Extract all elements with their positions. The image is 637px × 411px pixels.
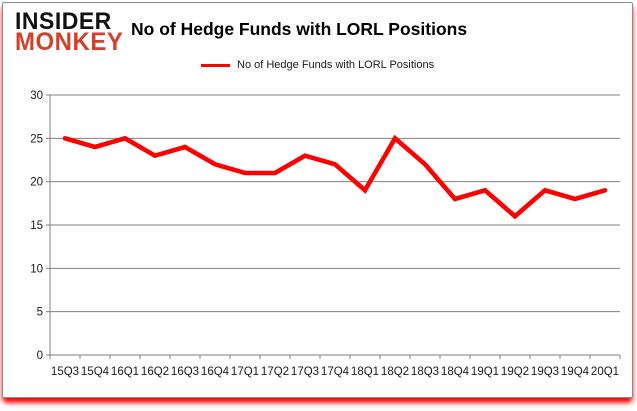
legend: No of Hedge Funds with LORL Positions	[201, 59, 434, 71]
y-axis-tick-label: 0	[37, 350, 43, 362]
x-axis-tick-label: 16Q1	[111, 366, 139, 378]
x-axis-tick-label: 19Q2	[501, 366, 529, 378]
logo-text-insider: INSIDER	[15, 6, 112, 35]
x-axis-tick-label: 18Q1	[351, 366, 379, 378]
y-axis-tick-label: 15	[30, 220, 43, 232]
x-axis-tick-label: 17Q2	[261, 366, 289, 378]
chart-title: No of Hedge Funds with LORL Positions	[131, 19, 468, 39]
x-axis-tick-label: 16Q2	[141, 366, 169, 378]
x-axis-tick-label: 19Q4	[561, 366, 590, 378]
x-axis-tick-label: 18Q2	[381, 366, 409, 378]
x-axis-tick-label: 18Q3	[411, 366, 439, 378]
x-axis-tick-label: 19Q3	[531, 366, 559, 378]
legend-line-swatch	[201, 63, 230, 67]
x-axis-tick-label: 18Q4	[441, 366, 470, 378]
chart-card: INSIDER MONKEY No of Hedge Funds with LO…	[2, 2, 633, 398]
y-axis-tick-label: 30	[30, 90, 43, 102]
x-axis-tick-label: 19Q1	[471, 366, 499, 378]
y-axis-tick-label: 25	[30, 133, 43, 145]
data-series-line	[62, 134, 608, 220]
line-chart: 0 5 10 15 20 25 30 15Q3 15Q4 16Q1 16Q2 16Q3 16Q4 17Q1…	[30, 90, 621, 378]
x-axis-tick-label: 15Q4	[81, 366, 110, 378]
x-axis-tick-label: 16Q3	[171, 366, 199, 378]
insider-monkey-logo: INSIDER MONKEY	[15, 6, 124, 57]
y-axis-tick-label: 10	[30, 263, 43, 275]
x-axis-tick-label: 17Q4	[321, 366, 350, 378]
y-axis-tick-label: 20	[30, 177, 43, 189]
logo-text-monkey: MONKEY	[15, 28, 124, 57]
y-axis-tick-label: 5	[37, 307, 43, 319]
x-axis-tick-label: 20Q1	[591, 366, 619, 378]
x-axis-tick-label: 17Q1	[231, 366, 259, 378]
legend-label: No of Hedge Funds with LORL Positions	[237, 59, 435, 71]
x-axis-tick-label: 16Q4	[201, 366, 230, 378]
x-axis-tick-label: 15Q3	[51, 366, 79, 378]
x-axis-tick-label: 17Q3	[291, 366, 319, 378]
